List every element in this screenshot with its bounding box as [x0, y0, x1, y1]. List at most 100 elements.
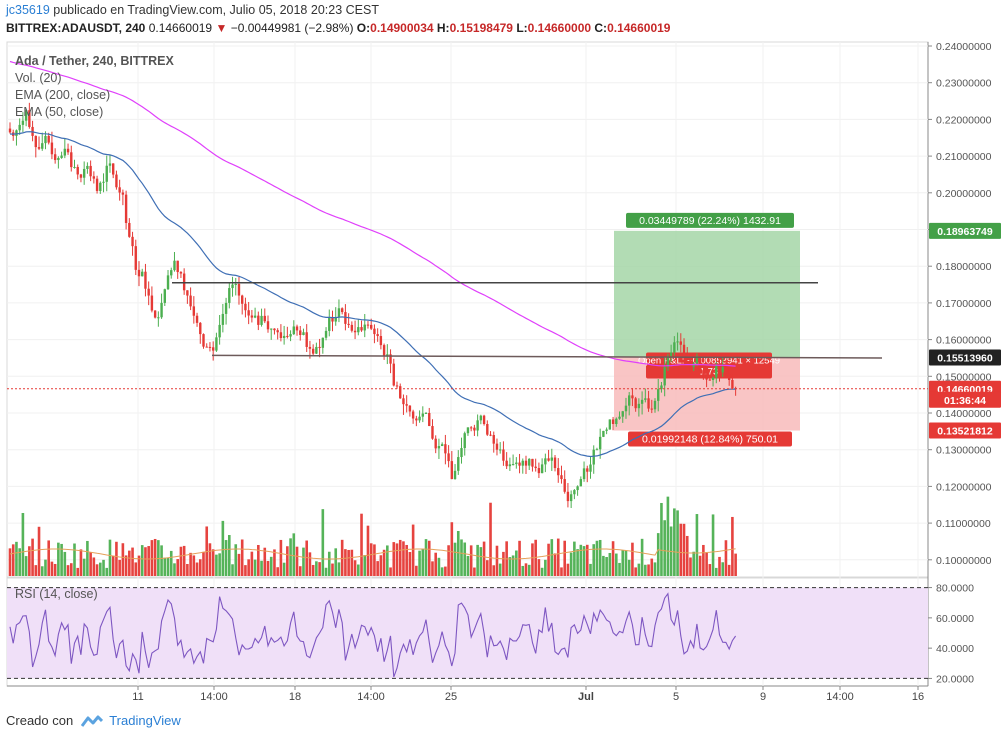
candle-body[interactable] — [598, 436, 602, 450]
candle-body[interactable] — [405, 404, 408, 406]
candle-body[interactable] — [41, 143, 44, 149]
candle-body[interactable] — [134, 246, 137, 270]
candle-body[interactable] — [605, 429, 608, 431]
candle-body[interactable] — [318, 346, 321, 348]
candle-body[interactable] — [560, 475, 563, 480]
candle-body[interactable] — [115, 174, 118, 188]
candle-body[interactable] — [402, 398, 405, 405]
candle-body[interactable] — [550, 457, 553, 461]
candle-body[interactable] — [89, 165, 92, 177]
candle-body[interactable] — [631, 395, 634, 399]
candle-body[interactable] — [673, 342, 676, 353]
candle-body[interactable] — [424, 413, 428, 414]
candle-body[interactable] — [708, 379, 712, 381]
candle-body[interactable] — [682, 344, 686, 358]
candle-body[interactable] — [650, 408, 653, 410]
candle-body[interactable] — [28, 110, 31, 127]
candle-body[interactable] — [108, 163, 112, 166]
candle-body[interactable] — [553, 457, 557, 469]
candle-body[interactable] — [331, 317, 334, 322]
candle-body[interactable] — [505, 460, 508, 467]
candle-body[interactable] — [34, 135, 37, 148]
legend-volume[interactable]: Vol. (20) — [15, 71, 62, 85]
candle-body[interactable] — [437, 446, 441, 449]
candle-body[interactable] — [686, 357, 689, 359]
candle-body[interactable] — [702, 370, 705, 375]
candle-body[interactable] — [163, 289, 166, 303]
rsi-line[interactable] — [9, 592, 737, 678]
candle-body[interactable] — [292, 326, 295, 335]
candle-body[interactable] — [37, 147, 41, 149]
candle-body[interactable] — [147, 288, 150, 296]
candle-body[interactable] — [244, 303, 247, 311]
candle-body[interactable] — [57, 157, 60, 161]
candle-body[interactable] — [628, 395, 631, 406]
candle-body[interactable] — [276, 330, 279, 333]
candle-body[interactable] — [511, 464, 515, 466]
candle-body[interactable] — [634, 398, 637, 409]
candle-body[interactable] — [321, 337, 325, 348]
candle-body[interactable] — [486, 424, 489, 435]
candle-body[interactable] — [315, 346, 318, 354]
candle-body[interactable] — [566, 491, 570, 502]
candle-body[interactable] — [247, 310, 250, 316]
candle-body[interactable] — [611, 419, 615, 425]
candle-body[interactable] — [344, 312, 347, 324]
candle-body[interactable] — [266, 321, 270, 330]
candle-body[interactable] — [473, 427, 476, 431]
candle-body[interactable] — [337, 308, 341, 318]
candle-body[interactable] — [563, 479, 566, 492]
candle-body[interactable] — [537, 468, 541, 474]
candle-body[interactable] — [221, 313, 225, 325]
candle-body[interactable] — [698, 356, 702, 371]
candle-body[interactable] — [711, 377, 715, 380]
candle-body[interactable] — [289, 334, 292, 337]
candle-body[interactable] — [218, 324, 221, 338]
candle-body[interactable] — [53, 154, 57, 161]
legend-ema50[interactable]: EMA (50, close) — [15, 105, 103, 119]
support-trendline[interactable] — [211, 354, 883, 359]
candle-body[interactable] — [450, 461, 454, 480]
candle-body[interactable] — [721, 367, 724, 373]
candle-body[interactable] — [676, 341, 679, 343]
candle-body[interactable] — [47, 135, 50, 143]
candle-body[interactable] — [579, 479, 583, 487]
candle-body[interactable] — [621, 411, 624, 417]
candle-body[interactable] — [157, 317, 160, 319]
candle-body[interactable] — [73, 166, 76, 168]
candle-body[interactable] — [540, 464, 544, 474]
candle-body[interactable] — [18, 124, 21, 131]
candle-body[interactable] — [305, 332, 308, 347]
candle-body[interactable] — [205, 346, 208, 348]
candle-body[interactable] — [363, 324, 366, 331]
candle-body[interactable] — [382, 345, 386, 356]
candle-body[interactable] — [615, 418, 618, 425]
candle-body[interactable] — [408, 405, 412, 412]
candle-body[interactable] — [608, 419, 612, 430]
candle-body[interactable] — [273, 328, 276, 331]
candle-body[interactable] — [131, 236, 134, 247]
candle-body[interactable] — [144, 271, 147, 289]
candle-body[interactable] — [531, 458, 534, 467]
candle-body[interactable] — [215, 337, 218, 351]
candle-body[interactable] — [508, 464, 512, 467]
candle-body[interactable] — [618, 416, 621, 419]
candle-body[interactable] — [324, 330, 328, 338]
candle-body[interactable] — [50, 142, 54, 155]
candle-body[interactable] — [44, 135, 47, 144]
candle-body[interactable] — [360, 327, 363, 331]
candle-body[interactable] — [534, 466, 537, 469]
candle-body[interactable] — [666, 355, 670, 368]
candle-body[interactable] — [669, 352, 673, 356]
candle-body[interactable] — [376, 334, 379, 337]
candle-body[interactable] — [328, 317, 331, 331]
candle-body[interactable] — [428, 413, 431, 427]
candle-body[interactable] — [469, 427, 473, 429]
candle-body[interactable] — [389, 354, 392, 364]
candle-body[interactable] — [208, 346, 212, 348]
candle-body[interactable] — [482, 415, 486, 425]
candle-body[interactable] — [105, 165, 108, 182]
candle-body[interactable] — [228, 288, 231, 303]
candle-body[interactable] — [524, 460, 528, 466]
candle-body[interactable] — [444, 444, 447, 454]
